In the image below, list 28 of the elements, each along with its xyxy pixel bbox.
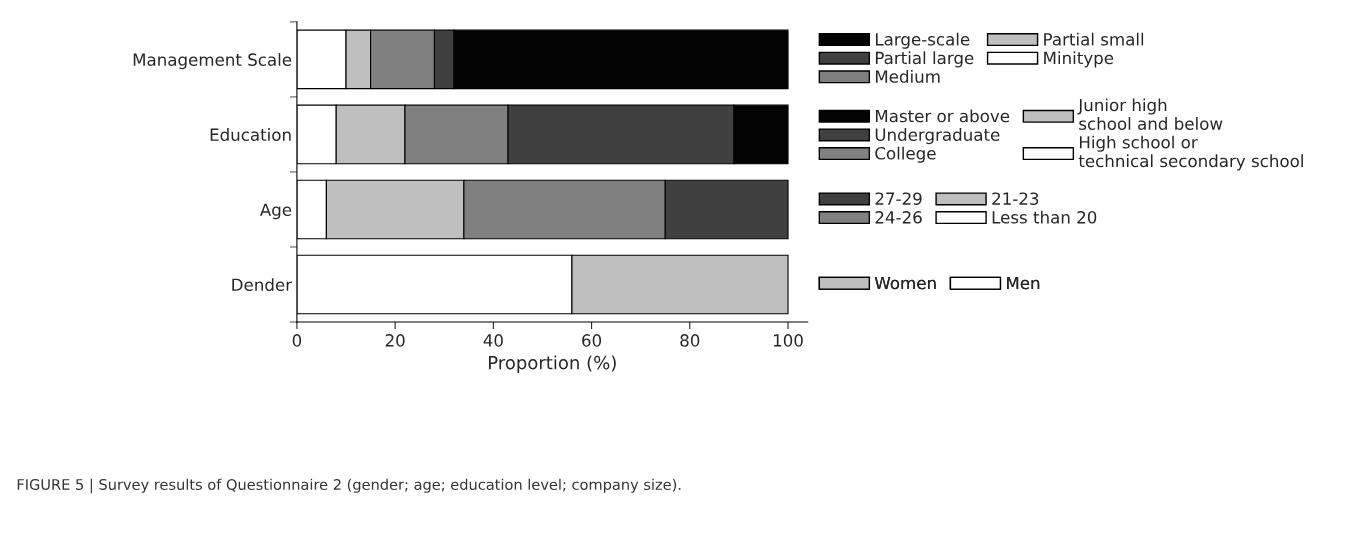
legend-label: 21-23 [992,192,1039,205]
legend-label: Less than 20 [992,210,1097,224]
y-tick-label: Age [259,203,292,220]
legend-label: 27-29 [875,192,922,205]
legend-label: Undergraduate [875,128,1000,145]
x-tick-label: 60 [582,334,602,347]
y-tick-label: Management Scale [133,53,292,70]
legend-label: Junior high school and below [1077,98,1223,130]
caption: FIGURE 5 | Survey results of Questionnaire 2 (gender; age; education level; company size). [17,478,681,494]
legend-label: Women [874,276,936,290]
legend-label: Minitype [1044,51,1114,68]
x-tick-label: 80 [680,334,700,347]
y-tick-label: Education [210,128,291,141]
legend-label: 24-26 [875,211,922,224]
legend-label: Partial small [1044,32,1144,46]
legend-label: Large-scale [875,32,970,49]
legend-label: Partial large [875,51,974,68]
x-axis-title: Proportion (%) [489,355,616,373]
legend-label: College [875,146,936,163]
x-tick-label: 20 [385,334,405,347]
legend-label: Master or above [875,109,1010,123]
legend-label: High school or technical secondary school [1078,135,1303,171]
x-tick-label: 0 [292,334,302,347]
y-tick-label: Dender [232,278,293,292]
legend-label: Medium [875,69,940,83]
x-tick-label: 100 [773,334,803,347]
x-tick-label: 40 [483,334,503,347]
legend-label: Men [1007,276,1040,290]
